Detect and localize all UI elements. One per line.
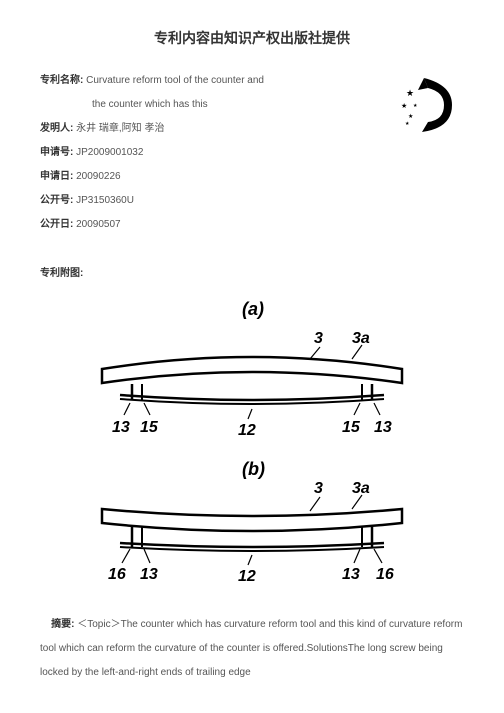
ref-12-b: 12	[238, 568, 256, 585]
pub-no-value: JP3150360U	[76, 195, 134, 206]
patent-figure: (a) 3 3a 13 15 12 15 13 (b)	[40, 287, 464, 597]
svg-text:★: ★	[405, 121, 410, 127]
ref-13-la: 13	[112, 419, 130, 436]
ref-12-a: 12	[238, 422, 256, 439]
inventor-label: 发明人:	[40, 118, 73, 140]
app-date-value: 20090226	[76, 171, 121, 182]
fig-a-label: (a)	[242, 299, 264, 319]
abstract-label: 摘要:	[51, 619, 74, 630]
ref-16-lb: 16	[108, 566, 126, 583]
pub-date-label: 公开日:	[40, 214, 73, 236]
ref-3-b: 3	[314, 480, 323, 497]
app-date-row: 申请日: 20090226	[40, 166, 464, 188]
ref-15-la: 15	[140, 419, 159, 436]
abstract-section: 摘要: ＜Topic＞The counter which has curvatu…	[40, 613, 464, 685]
pub-date-row: 公开日: 20090507	[40, 214, 464, 236]
pub-no-row: 公开号: JP3150360U	[40, 190, 464, 212]
inventor-value: 永井 瑞章,阿知 孝治	[76, 123, 164, 134]
svg-text:★: ★	[413, 103, 418, 109]
ref-13-ra: 13	[374, 419, 392, 436]
svg-text:★: ★	[406, 88, 414, 98]
ref-16-rb: 16	[376, 566, 394, 583]
fig-b-label: (b)	[242, 459, 265, 479]
patent-name-label: 专利名称:	[40, 70, 83, 92]
page-title: 专利内容由知识产权出版社提供	[40, 28, 464, 48]
pub-date-value: 20090507	[76, 219, 121, 230]
svg-text:★: ★	[408, 113, 413, 120]
ref-3a-a: 3a	[352, 330, 370, 347]
ref-15-ra: 15	[342, 419, 361, 436]
publisher-logo: ★ ★ ★ ★ ★	[394, 70, 464, 140]
metadata-section: ★ ★ ★ ★ ★ 专利名称: Curvature reform tool of…	[40, 70, 464, 236]
figure-section-label: 专利附图:	[40, 264, 464, 279]
app-no-label: 申请号:	[40, 142, 73, 164]
app-date-label: 申请日:	[40, 166, 73, 188]
ref-3a-b: 3a	[352, 480, 370, 497]
patent-name-value-1: Curvature reform tool of the counter and	[86, 75, 264, 86]
svg-text:★: ★	[401, 102, 407, 110]
ref-13-rb: 13	[342, 566, 360, 583]
pub-no-label: 公开号:	[40, 190, 73, 212]
app-no-row: 申请号: JP2009001032	[40, 142, 464, 164]
app-no-value: JP2009001032	[76, 147, 143, 158]
ref-13-lb: 13	[140, 566, 158, 583]
ref-3-a: 3	[314, 330, 323, 347]
abstract-text: ＜Topic＞The counter which has curvature r…	[40, 619, 462, 678]
